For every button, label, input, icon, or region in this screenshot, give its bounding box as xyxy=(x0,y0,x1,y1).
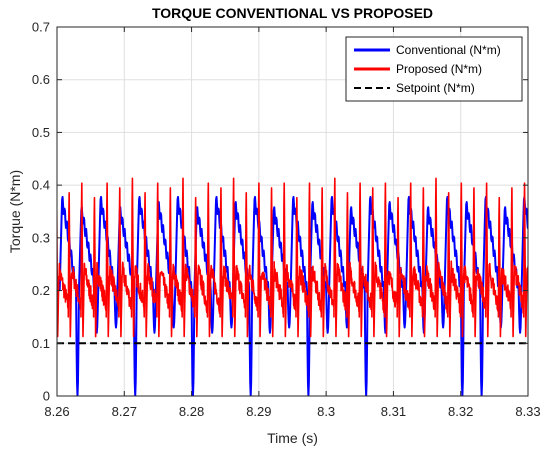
legend-label-proposed: Proposed (N*m) xyxy=(396,62,482,76)
x-tick-label: 8.27 xyxy=(112,404,137,419)
x-tick-label: 8.26 xyxy=(44,404,69,419)
y-tick-label: 0 xyxy=(43,389,50,404)
x-axis-label: Time (s) xyxy=(267,430,318,446)
legend-label-conventional: Conventional (N*m) xyxy=(396,43,501,57)
x-tick-label: 8.33 xyxy=(515,404,540,419)
y-tick-label: 0.2 xyxy=(32,283,50,298)
y-tick-label: 0.1 xyxy=(32,336,50,351)
y-tick-label: 0.3 xyxy=(32,230,50,245)
axis-ticks: 8.26 8.27 8.28 8.29 8.3 8.31 8.32 8.33 0 0.1 0.2 0.… xyxy=(32,20,541,420)
y-tick-label: 0.7 xyxy=(32,20,50,35)
chart-title: TORQUE CONVENTIONAL VS PROPOSED xyxy=(152,5,433,21)
x-tick-label: 8.3 xyxy=(317,404,335,419)
x-tick-label: 8.31 xyxy=(381,404,406,419)
series-line-proposed xyxy=(57,177,528,338)
x-tick-label: 8.29 xyxy=(246,404,271,419)
y-tick-label: 0.5 xyxy=(32,125,50,140)
x-tick-label: 8.28 xyxy=(179,404,204,419)
y-tick-label: 0.4 xyxy=(32,178,50,193)
legend: Conventional (N*m) Proposed (N*m) Setpoi… xyxy=(345,36,523,102)
legend-label-setpoint: Setpoint (N*m) xyxy=(396,81,475,95)
plot-frame xyxy=(56,26,529,397)
x-tick-label: 8.32 xyxy=(448,404,473,419)
y-axis-label: Torque (N*m) xyxy=(7,170,23,253)
y-tick-label: 0.6 xyxy=(32,72,50,87)
series-layer xyxy=(57,177,528,396)
